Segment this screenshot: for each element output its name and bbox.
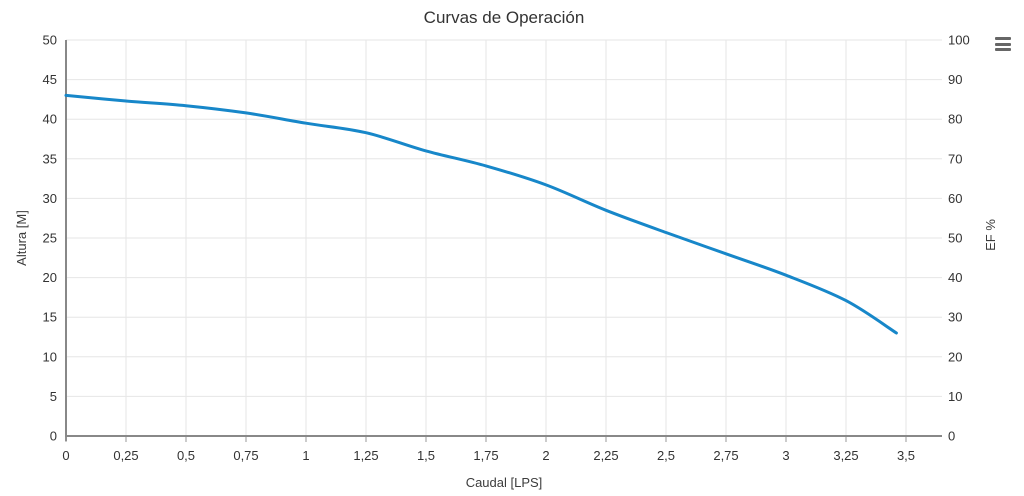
- chart-title: Curvas de Operación: [424, 8, 585, 27]
- y-tick-label-left: 25: [43, 231, 57, 246]
- y-tick-label-left: 10: [43, 349, 57, 364]
- y-tick-label-right: 70: [948, 151, 962, 166]
- y-tick-label-left: 5: [50, 389, 57, 404]
- x-tick-label: 1: [302, 448, 309, 463]
- y-tick-label-right: 20: [948, 349, 962, 364]
- x-axis-title: Caudal [LPS]: [466, 475, 543, 490]
- hamburger-menu-icon[interactable]: [995, 37, 1011, 51]
- x-tick-label: 2,25: [593, 448, 618, 463]
- hamburger-bar: [995, 48, 1011, 51]
- series-line-altura: [64, 93, 898, 335]
- x-tick-label: 0,75: [233, 448, 258, 463]
- y-tick-label-left: 0: [50, 429, 57, 444]
- x-tick-label: 2: [542, 448, 549, 463]
- y-tick-label-right: 100: [948, 33, 970, 48]
- y-tick-label-left: 35: [43, 151, 57, 166]
- x-tick-label: 2,75: [713, 448, 738, 463]
- x-tick-label: 3,25: [833, 448, 858, 463]
- x-tick-label: 0: [62, 448, 69, 463]
- x-tick-label: 0,25: [113, 448, 138, 463]
- y-tick-label-right: 90: [948, 72, 962, 87]
- y-tick-label-right: 80: [948, 112, 962, 127]
- y-tick-label-left: 15: [43, 310, 57, 325]
- y-tick-label-left: 45: [43, 72, 57, 87]
- x-tick-label: 1,25: [353, 448, 378, 463]
- x-tick-label: 1,5: [417, 448, 435, 463]
- hamburger-bar: [995, 37, 1011, 40]
- y-tick-label-right: 30: [948, 310, 962, 325]
- y-tick-label-right: 40: [948, 270, 962, 285]
- y-tick-label-right: 60: [948, 191, 962, 206]
- tick-label-layer: 0 0,25 0,5 0,75 1 1,25 1,5 1,75 2 2,25 2,5 2,75 3 3,2…: [43, 33, 970, 464]
- x-tick-label: 2,5: [657, 448, 675, 463]
- y-tick-label-right: 10: [948, 389, 962, 404]
- y-tick-label-left: 40: [43, 112, 57, 127]
- x-tick-label: 0,5: [177, 448, 195, 463]
- grid-layer: [66, 39, 942, 436]
- y-tick-label-left: 30: [43, 191, 57, 206]
- hamburger-bar: [995, 42, 1011, 46]
- axes-layer: [65, 40, 942, 442]
- x-tick-label: 1,75: [473, 448, 498, 463]
- series-layer: [64, 93, 898, 335]
- y-tick-label-right: 50: [948, 231, 962, 246]
- x-tick-label: 3,5: [897, 448, 915, 463]
- y-tick-label-left: 20: [43, 270, 57, 285]
- y-axis-title-right: EF %: [983, 219, 998, 251]
- x-tick-label: 3: [782, 448, 789, 463]
- y-tick-label-left: 50: [43, 33, 57, 48]
- y-tick-label-right: 0: [948, 429, 955, 444]
- y-axis-title-left: Altura [M]: [14, 210, 29, 266]
